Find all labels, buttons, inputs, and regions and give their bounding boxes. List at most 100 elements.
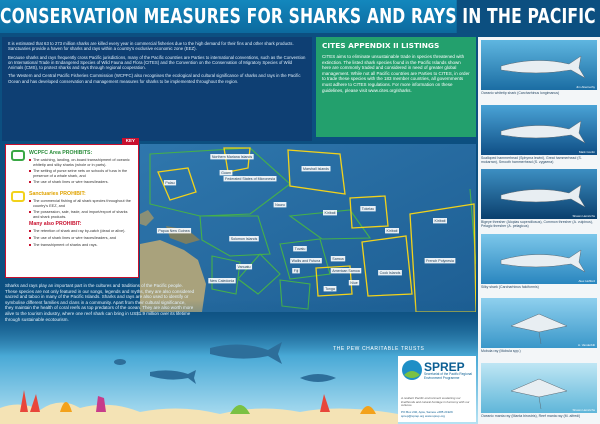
photo-image: Jim Abernethy [481,40,597,90]
map-label: Tuvalu [295,247,306,251]
key-section: WCPFC Area PROHIBITS: The catching, landi… [11,150,133,187]
map-label-box [219,170,233,176]
map-label-box [378,270,402,276]
sprep-name: SPREP [424,360,465,374]
photo-caption: Oceanic manta ray (Manta birostris), Ree… [481,413,581,418]
animal-silhouette [510,378,568,409]
photo-image: Alex Hofford [481,233,597,284]
map-label: Marshall Islands [303,167,329,171]
key-list: The catching, landing, on-board transshi… [29,158,133,185]
map-label: Cook Islands [380,271,401,275]
photo-image: A. Vanderbilt [481,298,597,348]
photo-caption: Scalloped hammerhead (Sphyrna lewini), G… [481,155,582,164]
intro-paragraph: Because sharks and rays frequently cross… [8,54,306,71]
animal-shape [500,184,586,208]
map-label-box [323,286,337,292]
key-panel: KEY WCPFC Area PROHIBITS: The catching, l… [5,138,139,278]
pew-logo: THE PEW CHARITABLE TRUSTS [333,346,425,352]
photo-caption: Mobula ray (Mobula spp.) [481,349,521,353]
species-photo: Mark Conlin Scalloped hammerhead (Sphyrna… [481,104,597,164]
photo-credit: Shawn Heinrichs [572,214,595,218]
map-label-box [163,180,177,186]
sprep-logo: SPREP Secretariat of the Pacific Regiona… [398,356,476,422]
species-photo: Jim Abernethy Oceanic whitetip shark (Car… [481,40,597,95]
key-title: Sanctuaries PROHIBIT: [29,190,86,197]
map-label-box [330,256,346,262]
map-label: Wallis and Futuna [292,259,321,263]
map-label-box [424,258,456,264]
wcpfc-swatch [11,150,25,161]
cites-panel: CITES APPENDIX II LISTINGS CITES aims to… [316,37,476,137]
map-labels: Northern Mariana Islands Guam Palau Federat… [156,154,456,292]
map-label: Guam [221,171,231,175]
photo-credit: Alex Hofford [578,278,595,283]
photo-credit: Mark Conlin [578,149,595,154]
species-photo: A. Vanderbilt Mobula ray (Mobula spp.) [481,298,597,353]
sanctuary-boundaries [157,147,476,312]
map-label-box [210,154,254,160]
species-column: Jim Abernethy Oceanic whitetip shark (Car… [478,37,600,424]
map-label-box [323,210,337,216]
map-label: American Samoa [332,269,360,273]
poster-title: CONSERVATION MEASURES FOR SHARKS AND RAY… [0,0,596,33]
animal-silhouette [500,248,586,273]
map-label-box [293,246,307,252]
map-label-box [208,278,236,284]
key-tab: KEY [121,138,139,145]
key-item: The retention of shark and ray by-catch … [29,229,133,234]
intro-paragraph: The Western and Central Pacific Fisherie… [8,73,301,84]
photo-credit: Shawn Heinrichs [572,407,595,412]
map-label: Samoa [332,257,343,261]
key-title: Many also PROHIBIT: [29,221,82,228]
map-label: Papua New Guinea [158,229,189,233]
sprep-tagline: A resilient Pacific environment sustaini… [401,396,470,408]
map: Northern Mariana Islands Guam Palau Federat… [140,144,476,312]
land [140,210,154,226]
map-label: Niue [350,281,357,285]
key-item: The transshipment of sharks and rays. [29,243,133,248]
animal-silhouette [500,184,586,208]
photo-credit: Jim Abernethy [575,85,595,89]
key-title: WCPFC Area PROHIBITS: [29,150,93,156]
key-item: The use of shark lines or wire traces/le… [29,180,133,185]
map-label-box [301,166,331,172]
species-photo: Shawn Heinrichs Bigeye thresher (Alopias … [481,169,597,228]
map-label-box [229,236,259,242]
silhouettes [114,342,336,384]
map-label: Kiribati [325,211,336,215]
map-label-box [292,268,300,274]
cites-paragraph: CITES aims to eliminate unsustainable tr… [322,54,470,93]
map-label: Palau [165,181,174,185]
key-list: The commercial fishing of all shark spec… [29,199,133,219]
key-item: The catching, landing, on-board transshi… [29,158,133,167]
photo-image: Mark Conlin [481,104,597,155]
map-label-box [273,202,287,208]
corals [20,390,376,414]
map-label: Tonga [325,287,335,291]
key-item: The use of shark lines or wire traces/le… [29,236,133,241]
animal-shape [500,55,586,79]
key-item: The possession, sale, trade, and import/… [29,210,133,219]
map-label-box [385,228,399,234]
map-label: Kiribati [435,219,446,223]
map-label: Solomon Islands [231,237,258,241]
key-list: The retention of shark and ray by-catch … [29,229,133,247]
animal-shape [510,378,568,409]
photo-credit: A. Vanderbilt [578,343,595,347]
photo-image: Shawn Heinrichs [481,362,597,413]
sanctuary-swatch [11,190,25,202]
map-label: Fiji [294,269,299,273]
photo-image: Shawn Heinrichs [481,169,597,219]
intro-panel: It is estimated that 63 to 273 million s… [2,37,312,141]
species-photo: Alex Hofford Silky shark (Carcharhinus fa… [481,233,597,289]
map-label-box [348,280,360,286]
map-label: Vanuatu [237,265,250,269]
cites-body: CITES aims to eliminate unsustainable tr… [322,54,470,93]
map-label: New Caledonia [210,279,234,283]
sprep-subtitle: Secretariat of the Pacific Regional Envi… [424,372,473,380]
map-label: Nauru [275,203,285,207]
land [140,240,206,312]
map-label: Tokelau [362,207,374,211]
photo-caption: Oceanic whitetip shark (Carcharhinus lon… [481,91,560,95]
